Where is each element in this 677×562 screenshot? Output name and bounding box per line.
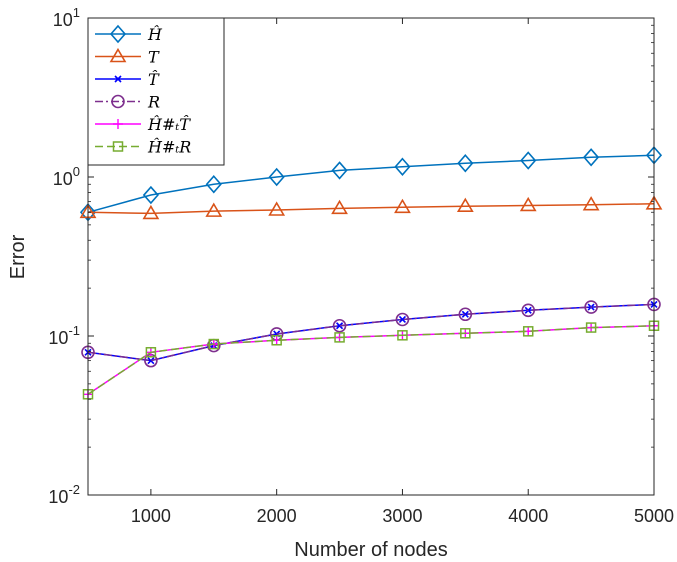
series-line-1: [87, 154, 655, 214]
y-tick-label-1: 10-2: [48, 482, 80, 507]
data-point-4-7: [458, 307, 473, 322]
x-tick-label-2: 2000: [257, 506, 297, 526]
data-point-2-5: [331, 199, 348, 215]
x-tick-label-4: 4000: [508, 506, 548, 526]
data-point-6-4: [271, 335, 282, 346]
legend-entry-1: Ĥ: [95, 24, 163, 44]
legend-label-5: Ĥ#ₜT̂: [147, 114, 191, 134]
legend-marker-2: [109, 47, 127, 63]
data-point-1-8: [520, 151, 537, 170]
legend-marker-4: [111, 94, 125, 109]
legend-entry-3: T̂: [95, 70, 160, 89]
data-point-3-5: [335, 322, 344, 330]
data-point-1-9: [583, 148, 600, 167]
legend-entry-5: Ĥ#ₜT̂: [95, 114, 191, 134]
data-point-1-3: [205, 175, 222, 194]
legend-marker-6: [112, 141, 124, 152]
x-tick-label-3: 3000: [382, 506, 422, 526]
legend: ĤT T̂ R Ĥ#ₜT̂ Ĥ#ₜR: [87, 17, 225, 166]
data-point-6-2: [145, 347, 157, 358]
legend-label-6: Ĥ#ₜR: [147, 137, 191, 157]
data-point-4-6: [395, 312, 410, 327]
data-point-1-4: [268, 167, 285, 187]
data-point-1-7: [457, 154, 474, 173]
legend-label-1: Ĥ: [147, 24, 163, 44]
data-point-4-5: [332, 318, 347, 333]
series-line-2: [87, 203, 655, 215]
y-tick-label-2: 10-1: [48, 323, 80, 348]
data-point-3-2: [147, 357, 155, 365]
data-point-1-6: [394, 157, 411, 176]
series-layer: [79, 146, 663, 400]
data-point-2-4: [268, 201, 286, 216]
data-point-2-7: [456, 197, 474, 213]
axes-layer: 1000 2000 3000 4000 5000 10-2 10-1 100 101: [48, 5, 674, 526]
data-point-6-6: [397, 330, 408, 341]
data-point-1-2: [142, 185, 159, 205]
data-point-3-7: [461, 310, 469, 318]
legend-label-2: T: [148, 48, 160, 67]
data-point-2-8: [519, 196, 537, 212]
y-axis-title: Error: [7, 234, 29, 279]
axes-box: [87, 17, 655, 496]
data-point-2-6: [394, 198, 411, 214]
data-point-2-9: [582, 196, 600, 211]
legend-marker-5: [113, 119, 123, 129]
x-tick-label-5: 5000: [634, 506, 674, 526]
data-point-6-3: [208, 338, 220, 350]
legend-entry-6: Ĥ#ₜR: [95, 137, 191, 157]
series-line-6: [87, 325, 655, 395]
legend-marker-3: [114, 75, 122, 83]
data-point-2-2: [142, 204, 160, 220]
series-6: [82, 320, 660, 400]
data-point-6-5: [334, 332, 345, 343]
series-line-4: [87, 303, 655, 362]
legend-entry-2: T: [95, 48, 160, 67]
legend-label-4: R: [147, 93, 160, 112]
data-point-2-3: [205, 202, 223, 217]
y-tick-label-3: 100: [53, 164, 80, 189]
data-point-1-5: [331, 161, 348, 180]
x-axis-title: Number of nodes: [294, 539, 447, 561]
data-point-6-7: [460, 328, 471, 339]
x-tick-label-1: 1000: [131, 506, 171, 526]
data-point-4-9: [584, 300, 598, 314]
legend-entry-4: R: [95, 93, 160, 112]
data-point-6-8: [522, 326, 534, 337]
legend-label-3: T̂: [148, 70, 160, 89]
data-point-3-6: [398, 315, 407, 324]
legend-box: [87, 17, 225, 166]
legend-marker-1: [109, 24, 127, 44]
data-point-6-9: [585, 322, 597, 333]
data-point-4-8: [521, 303, 536, 318]
y-tick-label-4: 101: [53, 5, 80, 30]
